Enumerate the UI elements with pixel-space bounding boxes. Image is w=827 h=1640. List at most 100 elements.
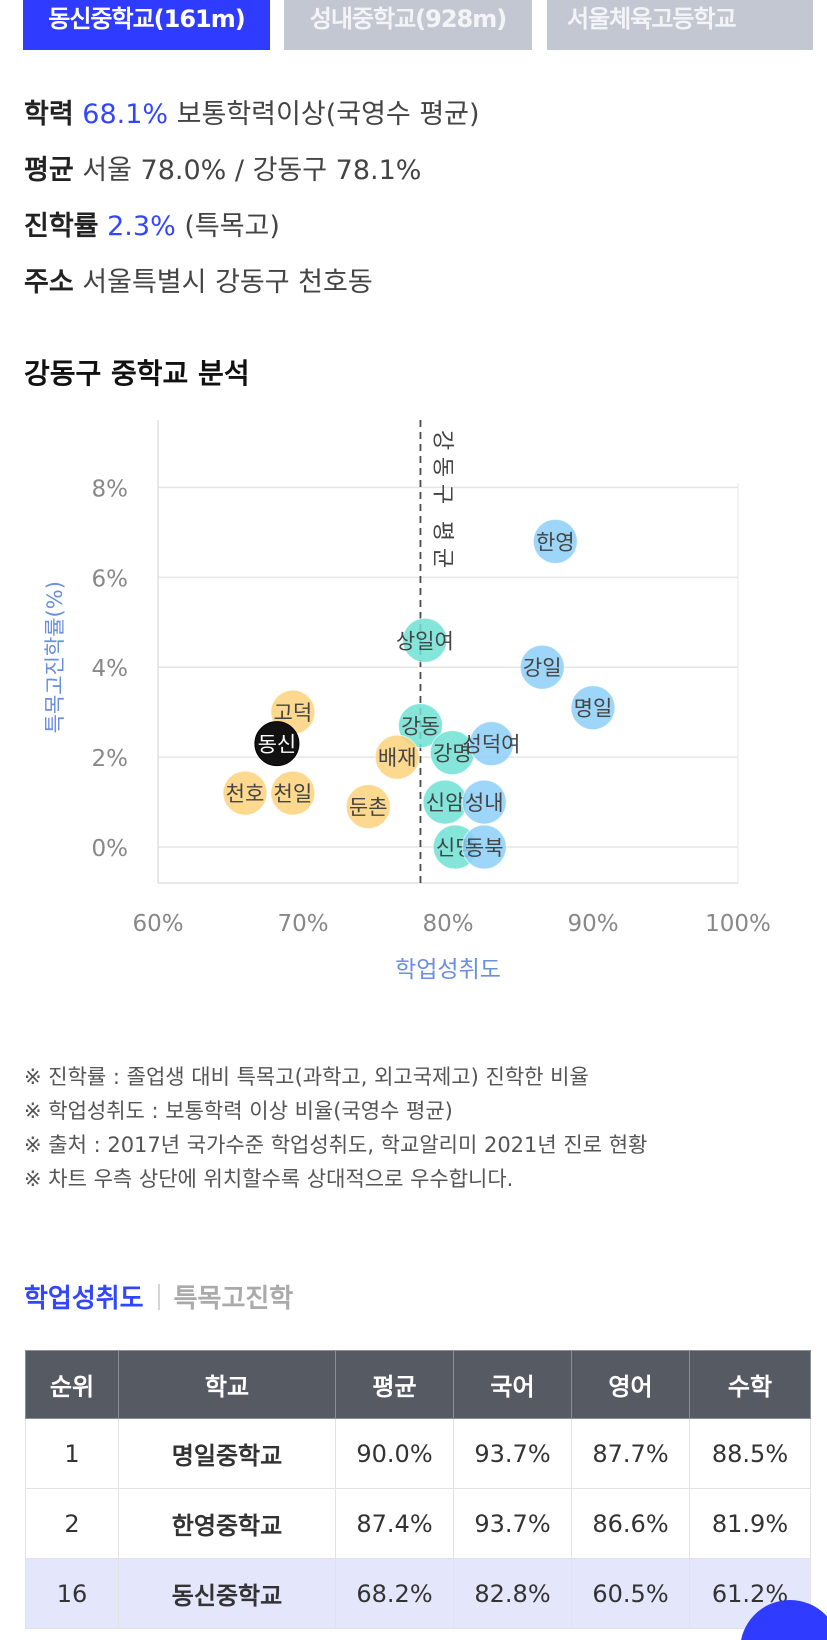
note-4: ※ 차트 우측 상단에 위치할수록 상대적으로 우수합니다. [24, 1167, 514, 1191]
reference-line-label: 균 [429, 548, 454, 568]
data-point-label: 강동 [401, 715, 440, 739]
reference-line-label: 강 [429, 430, 454, 450]
y-tick-label: 0% [92, 836, 129, 862]
tab-dongsin[interactable]: 동신중학교(161m) [23, 0, 270, 50]
cell-school: 동신중학교 [118, 1558, 336, 1629]
cell-math: 81.9% [689, 1488, 811, 1559]
table-row: 1 명일중학교 90.0% 93.7% 87.7% 88.5% [25, 1418, 811, 1489]
address-desc: 서울특별시 강동구 천호동 [82, 267, 373, 298]
data-point [461, 779, 507, 825]
cell-average: 90.0% [335, 1418, 454, 1489]
table-row-current-school: 16 동신중학교 68.2% 82.8% 60.5% 61.2% [25, 1558, 811, 1629]
average-desc: 서울 78.0% / 강동구 78.1% [82, 155, 422, 186]
reference-line-label: 동 [429, 457, 454, 477]
cell-rank: 1 [25, 1418, 119, 1489]
cell-average: 68.2% [335, 1558, 454, 1629]
academic-desc: 보통학력이상(국영수 평균) [176, 99, 480, 130]
y-tick-label: 4% [92, 656, 129, 682]
cell-english: 60.5% [571, 1558, 690, 1629]
cell-rank: 16 [25, 1558, 119, 1629]
x-tick-label: 70% [277, 911, 328, 937]
address-line: 주소 서울특별시 강동구 천호동 [24, 260, 373, 299]
data-point [397, 703, 443, 749]
data-point-label: 고덕 [274, 701, 313, 725]
y-tick-label: 2% [92, 746, 129, 772]
data-point [461, 824, 507, 870]
rate-value: 2.3% [107, 211, 176, 242]
rate-line: 진학률 2.3% (특목고) [24, 204, 280, 243]
ranking-table: 순위 학교 평균 국어 영어 수학 1 명일중학교 90.0% 93.7% 87… [25, 1350, 811, 1629]
ranking-tabs: 학업성취도 특목고진학 [24, 1278, 293, 1315]
academic-line: 학력 68.1% 보통학력이상(국영수 평균) [24, 92, 480, 131]
data-point [469, 721, 514, 767]
average-key: 평균 [24, 155, 74, 186]
header-school: 학교 [118, 1350, 336, 1419]
cell-korean: 93.7% [453, 1488, 572, 1559]
cell-school: 한영중학교 [118, 1488, 336, 1559]
note-3: ※ 출처 : 2017년 국가수준 학업성취도, 학교알리미 2021년 진로 … [24, 1133, 648, 1157]
cell-rank: 2 [25, 1488, 119, 1559]
rate-desc: (특목고) [184, 211, 280, 242]
cell-korean: 82.8% [453, 1558, 572, 1629]
table-row: 2 한영중학교 87.4% 93.7% 86.6% 81.9% [25, 1488, 811, 1559]
chart-notes: ※ 진학률 : 졸업생 대비 특목고(과학고, 외고국제고) 진학한 비율 ※ … [24, 1060, 647, 1196]
header-average: 평균 [335, 1350, 454, 1419]
x-tick-label: 80% [422, 911, 473, 937]
data-point-label: 천일 [274, 782, 313, 806]
data-point [270, 770, 316, 816]
data-point-label: 배재 [378, 746, 417, 770]
header-math: 수학 [689, 1350, 811, 1419]
data-point-label: 신암 [426, 791, 465, 815]
data-point [222, 770, 268, 816]
note-2: ※ 학업성취도 : 보통학력 이상 비율(국영수 평균) [24, 1099, 453, 1123]
data-point-label: 명일 [574, 697, 613, 721]
x-axis-label: 학업성취도 [395, 957, 501, 983]
x-tick-label: 100% [705, 911, 771, 937]
cell-korean: 93.7% [453, 1418, 572, 1489]
data-point-label: 상일여 [396, 629, 454, 653]
header-rank: 순위 [25, 1350, 119, 1419]
reference-line-label: 구 [429, 484, 454, 504]
header-english: 영어 [571, 1350, 690, 1419]
x-tick-label: 90% [567, 911, 618, 937]
table-header-row: 순위 학교 평균 국어 영어 수학 [25, 1350, 811, 1419]
y-tick-label: 8% [92, 476, 129, 502]
y-tick-label: 6% [92, 566, 129, 592]
x-tick-label: 60% [132, 911, 183, 937]
academic-value: 68.1% [82, 99, 169, 130]
data-point [532, 518, 578, 564]
section-title: 강동구 중학교 분석 [24, 357, 250, 390]
data-point [374, 734, 420, 780]
data-point-label: 강명 [433, 742, 472, 766]
tab-academic[interactable]: 학업성취도 [24, 1284, 144, 1314]
note-1: ※ 진학률 : 졸업생 대비 특목고(과학고, 외고국제고) 진학한 비율 [24, 1065, 589, 1089]
y-axis-label: 특목고진학률(%) [43, 581, 67, 733]
tab-divider [157, 1283, 160, 1310]
data-point [519, 644, 565, 690]
header-korean: 국어 [453, 1350, 572, 1419]
address-key: 주소 [24, 267, 74, 298]
cell-math: 88.5% [689, 1418, 811, 1489]
cell-english: 86.6% [571, 1488, 690, 1559]
scatter-chart: 0% 2% 4% 6% 8% 60% 70% 80% 90% 100% 학업성취도 특목고진학률(%)… [43, 420, 771, 983]
data-point-label: 동신 [258, 733, 297, 757]
cell-english: 87.7% [571, 1418, 690, 1489]
tab-special-high[interactable]: 특목고진학 [173, 1284, 294, 1314]
data-point-label: 강일 [523, 656, 562, 680]
data-point [254, 721, 300, 767]
data-point-label: 동북 [465, 836, 504, 860]
cell-school: 명일중학교 [118, 1418, 336, 1489]
data-point-label: 성덕여 [463, 733, 521, 757]
data-point [402, 617, 448, 663]
tab-seoul-sports-high[interactable]: 서울체육고등학교 [547, 0, 813, 50]
reference-line-label: 평 [429, 521, 454, 541]
data-point-label: 둔촌 [349, 796, 388, 820]
tab-seongnae[interactable]: 성내중학교(928m) [284, 0, 532, 50]
academic-key: 학력 [24, 99, 74, 130]
school-tabs: 동신중학교(161m) 성내중학교(928m) 서울체육고등학교 [23, 0, 813, 50]
data-point-label: 천호 [226, 782, 265, 806]
cell-average: 87.4% [335, 1488, 454, 1559]
data-point [570, 685, 616, 731]
data-point-label: 한영 [536, 530, 575, 554]
data-point [345, 784, 391, 830]
